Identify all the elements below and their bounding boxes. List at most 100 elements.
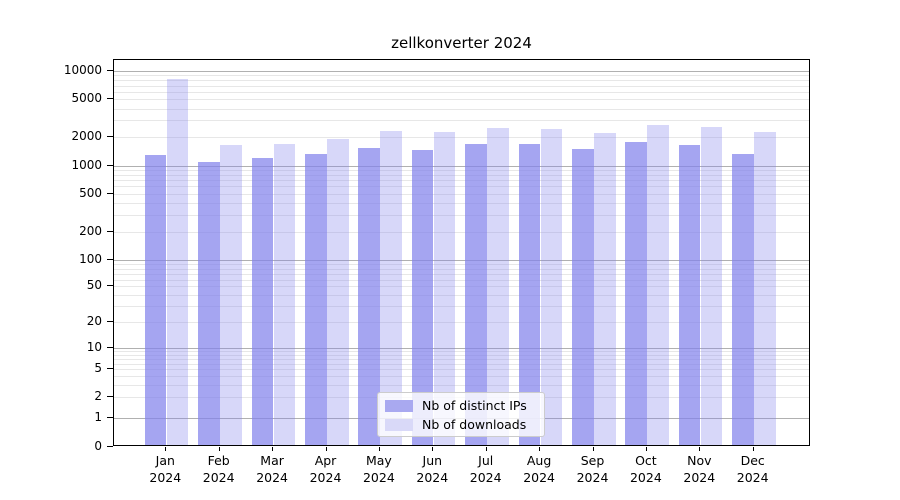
y-axis-tick-label: 200: [79, 223, 102, 238]
y-axis-tick: [107, 445, 113, 447]
x-axis-tick-label: Aug 2024: [509, 452, 569, 486]
year-label: 2024: [736, 470, 769, 485]
x-axis-tick: [272, 447, 274, 451]
year-label: 2024: [523, 470, 555, 485]
minor-gridline: [114, 273, 809, 275]
bar-distinct-ips-jun: [411, 150, 434, 445]
bar-downloads-feb: [220, 144, 242, 445]
minor-gridline: [114, 231, 809, 233]
legend-swatch-downloads: [385, 419, 413, 431]
minor-gridline: [114, 203, 809, 205]
month-label: Oct: [635, 453, 657, 468]
y-axis-tick: [107, 70, 113, 71]
minor-gridline: [114, 351, 809, 353]
x-axis-tick: [378, 447, 380, 451]
legend-label-downloads: Nb of downloads: [422, 417, 527, 432]
year-label: 2024: [683, 470, 716, 485]
bar-distinct-ips-feb: [198, 161, 220, 445]
y-axis-tick-label: 2: [94, 388, 102, 403]
y-axis-tick: [107, 98, 113, 100]
legend: Nb of distinct IPs Nb of downloads: [377, 392, 545, 437]
bar-downloads-jan: [166, 78, 189, 445]
minor-gridline: [114, 120, 809, 122]
bar-downloads-jul: [487, 127, 509, 445]
x-axis-tick: [165, 447, 167, 451]
x-axis-tick: [752, 447, 754, 451]
x-axis-tick-label: Mar 2024: [242, 452, 302, 486]
bar-downloads-apr: [327, 139, 349, 445]
bar-distinct-ips-jul: [465, 143, 487, 445]
minor-gridline: [114, 91, 809, 93]
year-label: 2024: [469, 470, 502, 485]
bar-downloads-may: [380, 130, 402, 445]
y-axis-tick-label: 1000: [71, 157, 102, 172]
x-axis-tick: [539, 447, 541, 451]
month-label: Feb: [207, 453, 230, 468]
y-axis-tick: [107, 368, 113, 370]
minor-gridline: [114, 306, 809, 307]
bar-distinct-ips-mar: [251, 158, 274, 445]
bar-distinct-ips-nov: [678, 144, 701, 445]
bar-downloads-mar: [273, 143, 296, 445]
year-label: 2024: [362, 470, 395, 485]
y-axis-tick: [107, 164, 113, 166]
bar-downloads-aug: [540, 129, 563, 445]
x-axis-tick-label: Jul 2024: [456, 452, 516, 486]
bar-distinct-ips-apr: [305, 154, 327, 445]
y-axis-tick-label: 10000: [63, 63, 102, 77]
bar-distinct-ips-aug: [518, 144, 541, 445]
x-axis-tick: [485, 447, 487, 451]
month-label: May: [365, 453, 392, 468]
x-axis-tick-label: Nov 2024: [669, 452, 729, 486]
y-axis-tick: [107, 230, 113, 232]
minor-gridline: [114, 80, 809, 82]
x-axis-tick: [218, 447, 220, 451]
bar-distinct-ips-dec: [732, 153, 754, 445]
year-label: 2024: [309, 470, 342, 485]
legend-label-distinct-ips: Nb of distinct IPs: [422, 398, 527, 413]
x-axis-tick: [645, 447, 647, 451]
y-axis-tick-label: 5000: [71, 91, 102, 106]
x-axis-tick-label: Oct 2024: [616, 452, 676, 486]
y-axis-tick-label: 20: [86, 313, 102, 328]
y-axis-tick: [107, 320, 113, 322]
bar-downloads-jun: [433, 132, 456, 445]
legend-swatch-distinct-ips: [385, 400, 413, 412]
minor-gridline: [114, 375, 809, 377]
minor-gridline: [114, 137, 809, 139]
y-axis-tick-label: 50: [86, 278, 102, 293]
y-axis-tick: [107, 192, 113, 194]
minor-gridline: [114, 174, 809, 176]
x-axis-tick-label: Jan 2024: [135, 452, 195, 486]
minor-gridline: [114, 279, 809, 281]
month-label: Dec: [740, 453, 765, 468]
bar-downloads-dec: [754, 131, 776, 445]
x-axis-tick-label: Feb 2024: [189, 452, 249, 486]
major-gridline: [114, 348, 809, 349]
year-label: 2024: [149, 470, 182, 485]
y-axis-tick: [107, 136, 113, 138]
plot-area: [113, 59, 810, 446]
minor-gridline: [114, 321, 809, 323]
minor-gridline: [114, 268, 809, 270]
minor-gridline: [114, 108, 809, 110]
y-axis-tick: [107, 259, 113, 260]
minor-gridline: [114, 358, 809, 360]
bar-distinct-ips-may: [358, 148, 380, 445]
year-label: 2024: [629, 470, 662, 485]
y-axis-tick-label: 500: [79, 185, 102, 200]
x-axis-tick: [592, 447, 594, 451]
month-label: Aug: [526, 453, 552, 468]
minor-gridline: [114, 186, 809, 188]
minor-gridline: [114, 180, 809, 182]
x-axis-tick-label: Sep 2024: [563, 452, 623, 486]
x-axis-tick: [699, 447, 701, 451]
minor-gridline: [114, 214, 809, 216]
bar-downloads-nov: [700, 126, 723, 445]
minor-gridline: [114, 169, 809, 171]
y-axis-tick: [107, 417, 113, 418]
year-label: 2024: [416, 470, 449, 485]
bar-downloads-sep: [594, 133, 616, 445]
minor-gridline: [114, 295, 809, 297]
year-label: 2024: [202, 470, 235, 485]
